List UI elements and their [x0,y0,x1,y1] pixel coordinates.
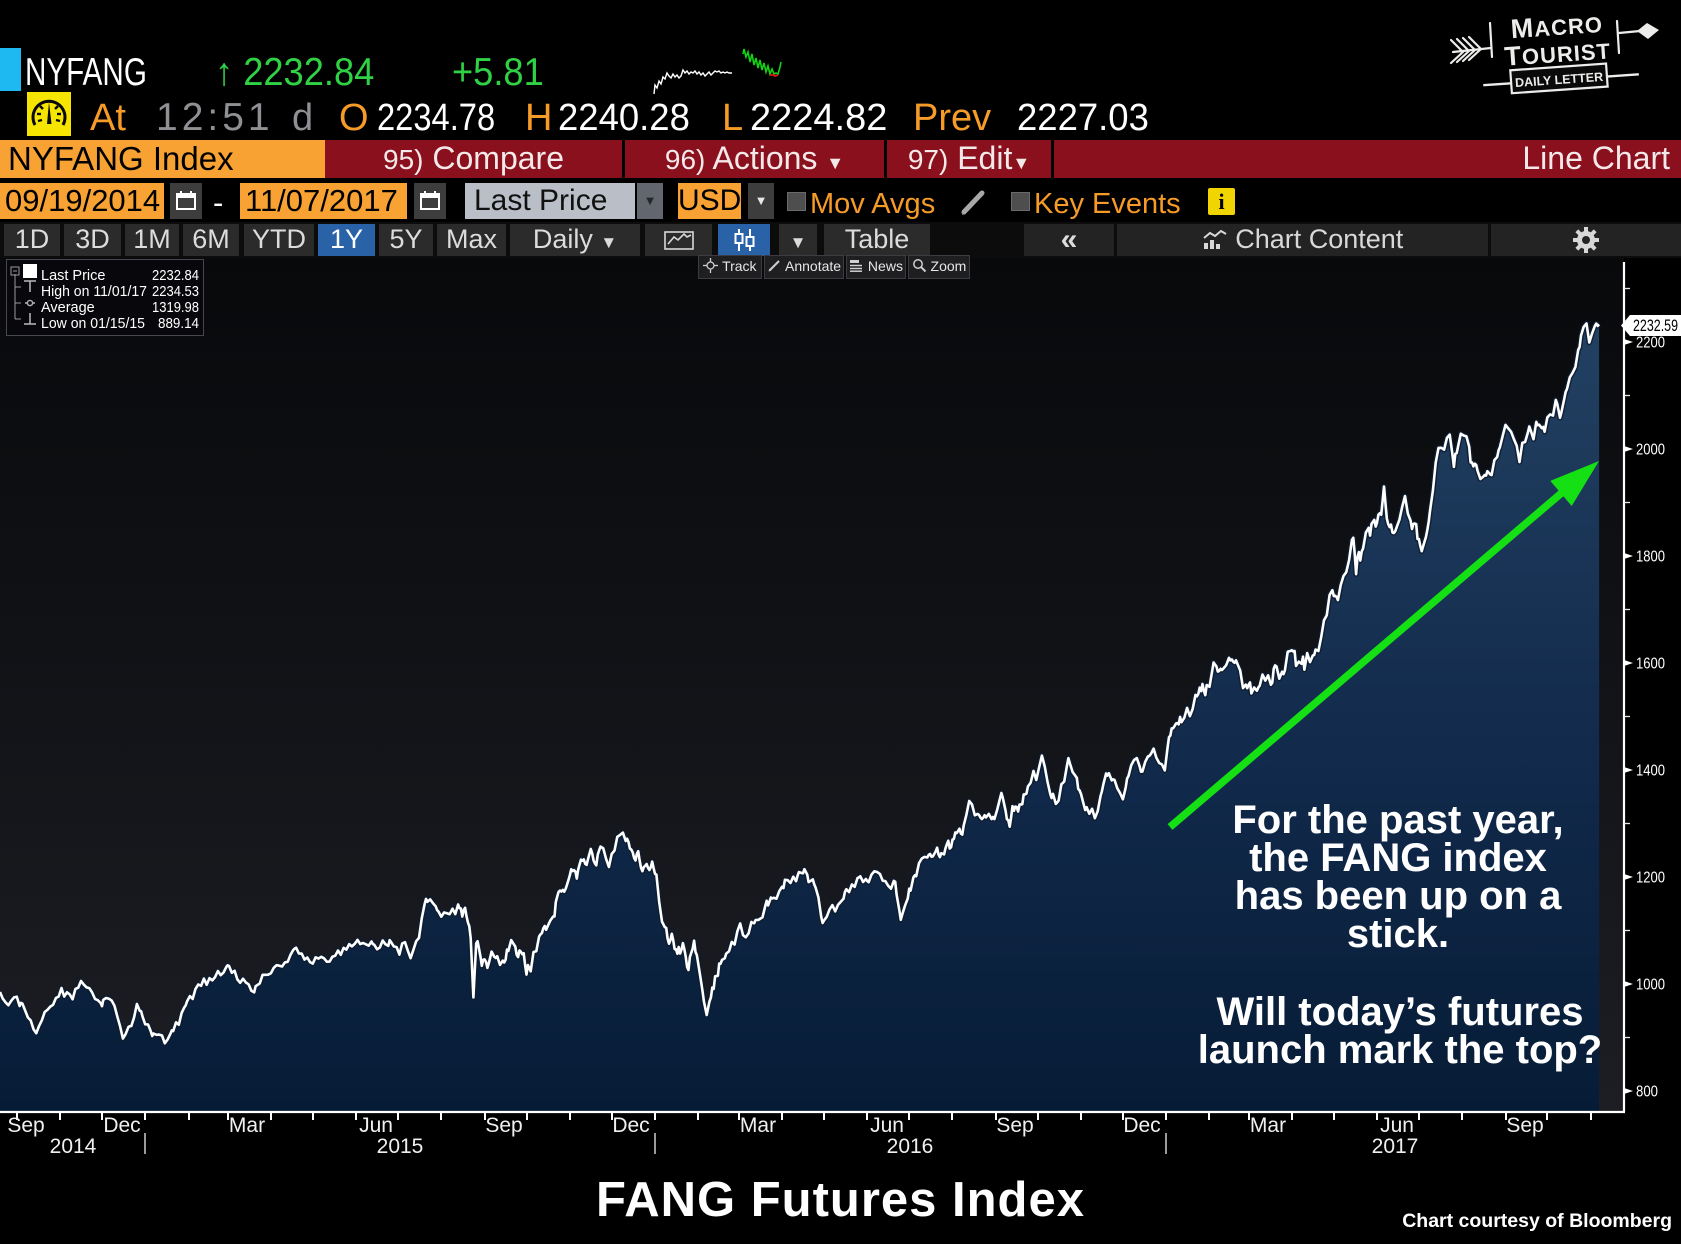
svg-text:1800: 1800 [1636,549,1665,566]
svg-text:Sep: Sep [485,1114,522,1137]
svg-text:High on 11/01/17: High on 11/01/17 [41,284,147,300]
svg-text:MACRO: MACRO [1510,8,1604,44]
svg-text:1600: 1600 [1636,656,1665,673]
svg-text:2016: 2016 [887,1135,934,1158]
svg-text:Low on 01/15/15: Low on 01/15/15 [41,316,145,332]
svg-text:Mar: Mar [1250,1114,1286,1137]
svg-text:the FANG index: the FANG index [1249,836,1547,880]
svg-text:stick.: stick. [1347,912,1449,956]
svg-text:Sep: Sep [7,1114,44,1137]
svg-text:Sep: Sep [1506,1114,1543,1137]
svg-text:has been up on a: has been up on a [1235,874,1562,918]
svg-text:Jun: Jun [359,1114,393,1137]
svg-text:Sep: Sep [996,1114,1033,1137]
svg-text:DAILY LETTER: DAILY LETTER [1515,70,1604,90]
svg-text:Will today’s futures: Will today’s futures [1216,990,1583,1034]
svg-text:2014: 2014 [50,1135,97,1158]
svg-text:Mar: Mar [740,1114,776,1137]
svg-text:2015: 2015 [377,1135,424,1158]
svg-text:Dec: Dec [1123,1114,1160,1137]
svg-text:1319.98: 1319.98 [152,300,199,316]
svg-text:2234.53: 2234.53 [152,284,199,300]
svg-text:Last Price: Last Price [41,268,105,284]
svg-text:1400: 1400 [1636,763,1665,780]
svg-text:Jun: Jun [1380,1114,1414,1137]
svg-text:2232.84: 2232.84 [152,268,199,284]
svg-text:Dec: Dec [103,1114,140,1137]
svg-text:For the past year,: For the past year, [1232,798,1563,842]
svg-text:2017: 2017 [1372,1135,1419,1158]
svg-text:2000: 2000 [1636,442,1665,459]
svg-text:launch mark the top?: launch mark the top? [1198,1028,1603,1072]
svg-text:1200: 1200 [1636,870,1665,887]
svg-text:Dec: Dec [612,1114,649,1137]
svg-text:800: 800 [1636,1084,1658,1101]
svg-text:2200: 2200 [1636,335,1665,352]
svg-text:Jun: Jun [870,1114,904,1137]
svg-text:2232.59: 2232.59 [1633,317,1678,335]
svg-text:Mar: Mar [229,1114,265,1137]
svg-text:Average: Average [41,300,95,316]
svg-text:1000: 1000 [1636,977,1665,994]
svg-text:889.14: 889.14 [158,316,199,332]
